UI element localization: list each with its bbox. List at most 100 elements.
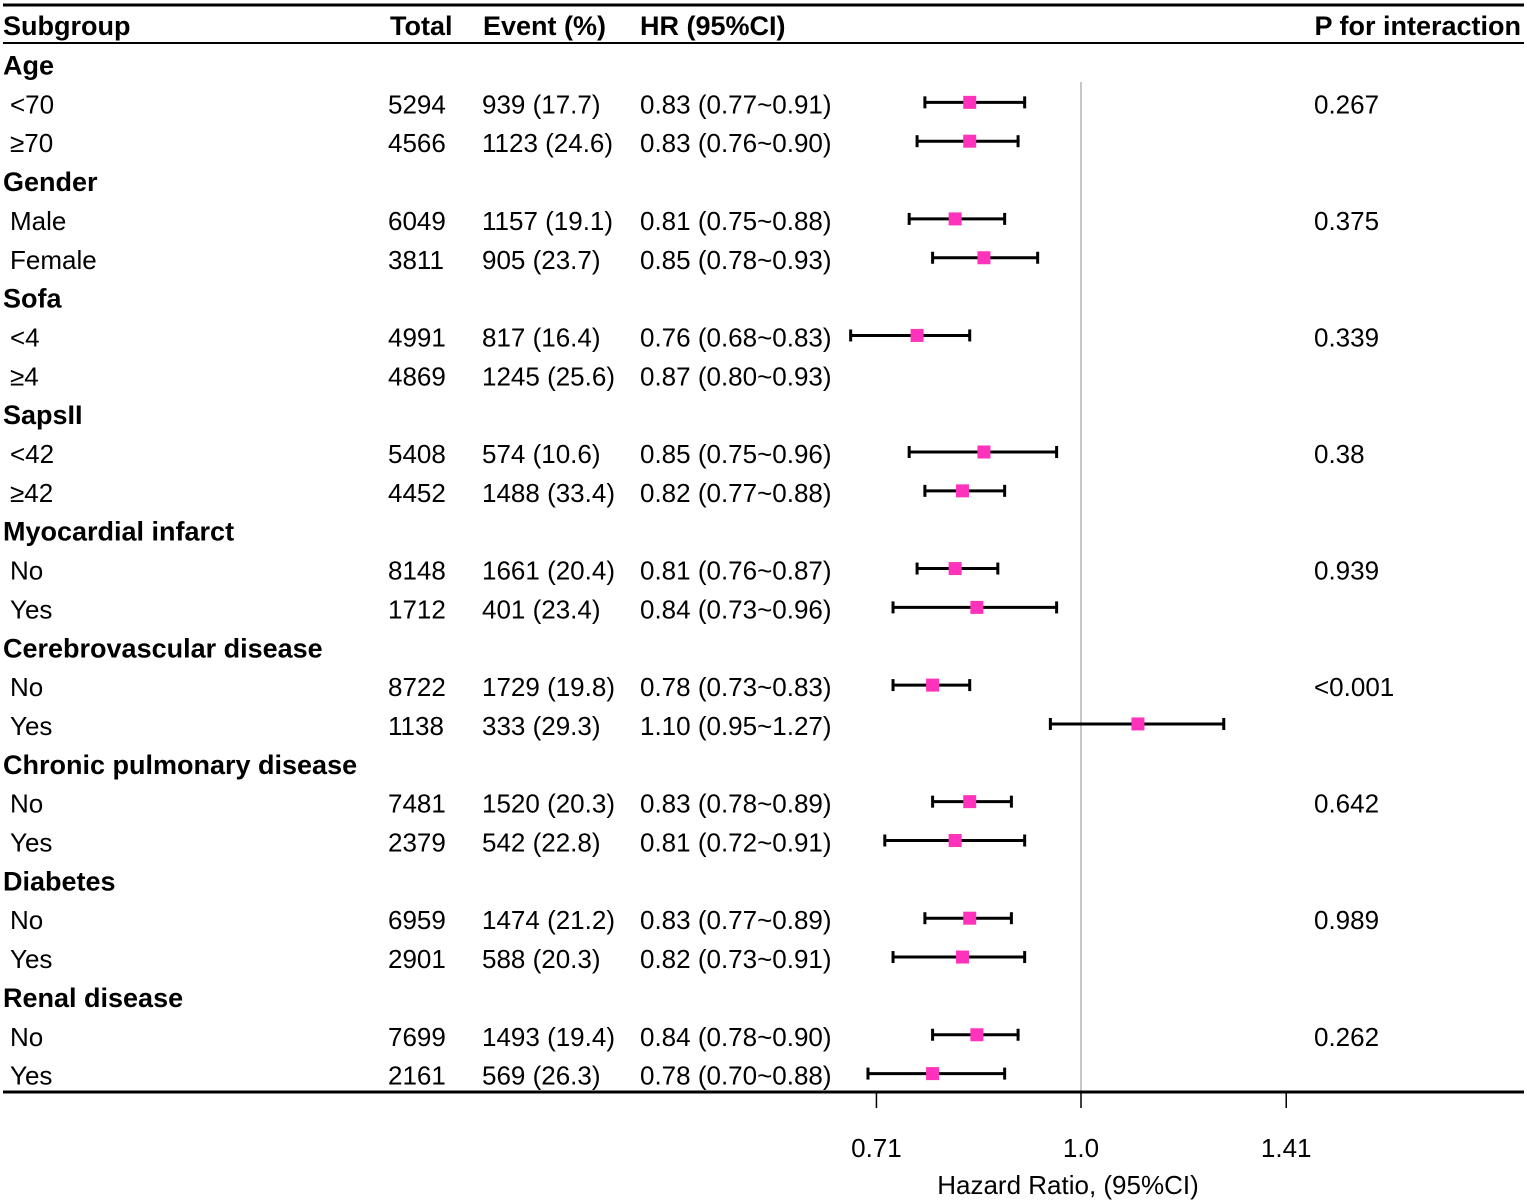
x-tick-label: 0.71	[851, 1133, 902, 1163]
row-total: 5294	[388, 89, 446, 119]
row-event: 574 (10.6)	[482, 439, 601, 469]
row-event: 1488 (33.4)	[482, 478, 615, 508]
hr-point-marker	[963, 95, 977, 109]
hr-point-marker	[926, 1067, 940, 1081]
row-label: No	[10, 556, 43, 586]
hr-point-marker	[970, 600, 984, 614]
row-hr-text: 0.81 (0.72~0.91)	[640, 828, 832, 858]
row-total: 4991	[388, 322, 446, 352]
header-total: Total	[390, 11, 453, 41]
row-hr-text: 0.81 (0.76~0.87)	[640, 556, 832, 586]
row-total: 2161	[388, 1061, 446, 1091]
hr-point-marker	[977, 445, 991, 459]
subgroup-heading: Sofa	[3, 284, 62, 314]
header-event: Event (%)	[483, 11, 606, 41]
row-p-interaction: 0.38	[1314, 439, 1365, 469]
row-hr-text: 0.78 (0.73~0.83)	[640, 672, 832, 702]
row-p-interaction: 0.339	[1314, 322, 1379, 352]
row-total: 1138	[388, 711, 444, 741]
row-event: 1245 (25.6)	[482, 361, 615, 391]
row-total: 8148	[388, 556, 446, 586]
row-label: ≥70	[10, 128, 53, 158]
row-label: ≥42	[10, 478, 53, 508]
row-event: 905 (23.7)	[482, 245, 601, 275]
row-total: 3811	[388, 245, 444, 275]
row-label: Yes	[10, 828, 52, 858]
subgroup-heading: Age	[3, 51, 54, 81]
row-total: 8722	[388, 672, 446, 702]
row-p-interaction: 0.939	[1314, 556, 1379, 586]
x-axis-label: Hazard Ratio, (95%CI)	[937, 1170, 1199, 1200]
hr-point-marker	[910, 328, 924, 342]
x-tick-label: 1.0	[1063, 1133, 1099, 1163]
row-hr-text: 0.84 (0.78~0.90)	[640, 1022, 832, 1052]
row-total: 2901	[388, 944, 446, 974]
row-total: 4566	[388, 128, 446, 158]
subgroup-heading: Chronic pulmonary disease	[3, 750, 357, 780]
subgroup-heading: Diabetes	[3, 866, 116, 896]
row-event: 569 (26.3)	[482, 1061, 601, 1091]
row-total: 6049	[388, 206, 446, 236]
subgroup-heading: Cerebrovascular disease	[3, 633, 323, 663]
row-p-interaction: 0.989	[1314, 905, 1379, 935]
row-label: Yes	[10, 594, 52, 624]
row-event: 588 (20.3)	[482, 944, 601, 974]
row-hr-text: 0.87 (0.80~0.93)	[640, 361, 832, 391]
subgroup-heading: Myocardial infarct	[3, 517, 234, 547]
row-label: Yes	[10, 711, 52, 741]
row-total: 1712	[388, 594, 446, 624]
row-p-interaction: 0.262	[1314, 1022, 1379, 1052]
hr-point-marker	[948, 834, 962, 847]
row-p-interaction: 0.267	[1314, 89, 1379, 119]
row-event: 1520 (20.3)	[482, 789, 615, 819]
row-label: Yes	[10, 1061, 52, 1091]
hr-point-marker	[963, 911, 977, 925]
row-total: 2379	[388, 828, 446, 858]
row-label: No	[10, 672, 43, 702]
subgroup-heading: Gender	[3, 167, 98, 197]
row-hr-text: 0.85 (0.75~0.96)	[640, 439, 832, 469]
row-event: 1474 (21.2)	[482, 905, 615, 935]
row-event: 333 (29.3)	[482, 711, 601, 741]
row-hr-text: 0.82 (0.73~0.91)	[640, 944, 832, 974]
x-axis: 0.71 1.0 1.41	[851, 1092, 1312, 1163]
hr-point-marker	[963, 134, 977, 148]
row-event: 1123 (24.6)	[482, 128, 613, 158]
row-hr-text: 0.82 (0.77~0.88)	[640, 478, 832, 508]
hr-point-marker	[948, 212, 962, 226]
row-p-interaction: <0.001	[1314, 672, 1394, 702]
row-p-interaction: 0.642	[1314, 789, 1379, 819]
hr-point-marker	[970, 1028, 984, 1042]
hr-point-marker	[948, 562, 962, 576]
row-hr-text: 0.83 (0.78~0.89)	[640, 789, 832, 819]
subgroup-heading: Renal disease	[3, 983, 183, 1013]
row-label: Yes	[10, 944, 52, 974]
row-p-interaction: 0.375	[1314, 206, 1379, 236]
row-event: 817 (16.4)	[482, 322, 601, 352]
row-hr-text: 0.78 (0.70~0.88)	[640, 1061, 832, 1091]
row-event: 939 (17.7)	[482, 89, 601, 119]
x-tick-label: 1.41	[1261, 1133, 1312, 1163]
header-subgroup: Subgroup	[3, 11, 130, 41]
hr-point-marker	[977, 251, 991, 265]
row-hr-text: 0.84 (0.73~0.96)	[640, 594, 832, 624]
row-hr-text: 0.83 (0.77~0.89)	[640, 905, 832, 935]
header-row: Subgroup Total Event (%) HR (95%CI) P fo…	[3, 11, 1521, 41]
row-label: No	[10, 1022, 43, 1052]
row-hr-text: 0.81 (0.75~0.88)	[640, 206, 832, 236]
row-label: <42	[10, 439, 54, 469]
row-label: Male	[10, 206, 66, 236]
table-body: Age <70 5294 939 (17.7) 0.83 (0.77~0.91) 0.26…	[3, 51, 1394, 1091]
row-label: <70	[10, 89, 54, 119]
row-label: ≥4	[10, 361, 39, 391]
row-label: <4	[10, 322, 40, 352]
row-event: 1661 (20.4)	[482, 556, 615, 586]
hr-point-marker	[1131, 717, 1145, 731]
row-hr-text: 1.10 (0.95~1.27)	[640, 711, 832, 741]
row-hr-text: 0.85 (0.78~0.93)	[640, 245, 832, 275]
row-total: 7699	[388, 1022, 446, 1052]
hr-point-marker	[926, 678, 940, 692]
hr-point-marker	[963, 795, 977, 809]
hr-point-marker	[955, 950, 969, 964]
